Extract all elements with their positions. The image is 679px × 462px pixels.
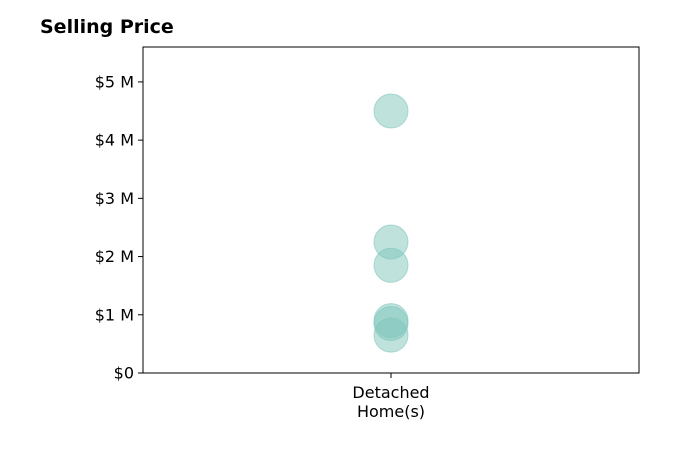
x-tick-label: Detached Home(s) <box>352 383 429 421</box>
data-point <box>373 93 409 129</box>
y-tick-label: $4 M <box>95 131 134 150</box>
y-tick-label: $5 M <box>95 72 134 91</box>
data-point <box>373 317 409 353</box>
y-tick-label: $1 M <box>95 305 134 324</box>
y-tick-label: $2 M <box>95 247 134 266</box>
data-point <box>373 247 409 283</box>
data-points <box>373 93 409 353</box>
y-tick-label: $0 <box>114 364 134 383</box>
chart-title: Selling Price <box>40 16 174 38</box>
x-axis: Detached Home(s) <box>352 373 430 421</box>
y-tick-label: $3 M <box>95 189 134 208</box>
y-axis: $0 $1 M $2 M $3 M $4 M $5 M <box>95 72 143 383</box>
